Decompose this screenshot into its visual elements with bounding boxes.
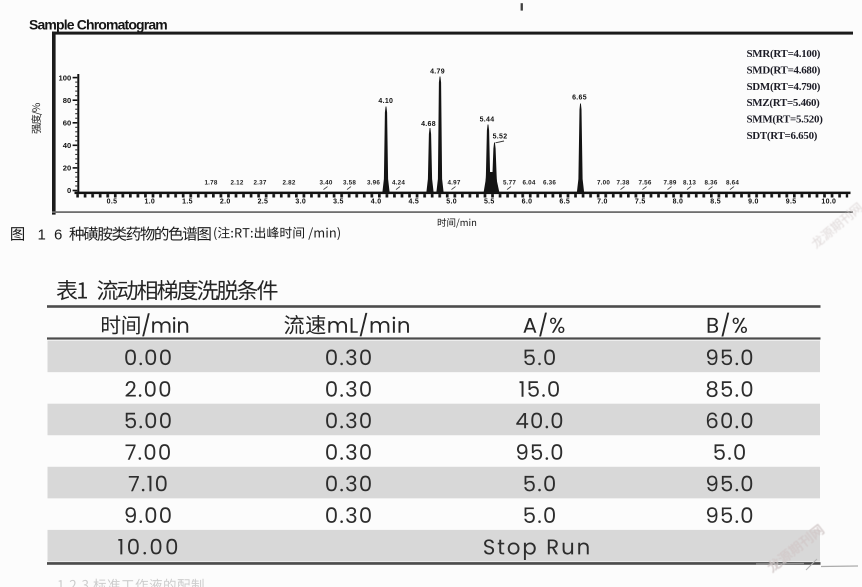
svg-text:6.36: 6.36 bbox=[543, 179, 556, 186]
svg-text:3.96: 3.96 bbox=[367, 179, 380, 186]
svg-text:9.5: 9.5 bbox=[786, 199, 797, 206]
svg-text:7.56: 7.56 bbox=[638, 179, 651, 186]
svg-text:2.37: 2.37 bbox=[253, 179, 266, 186]
svg-text:3.58: 3.58 bbox=[343, 179, 356, 186]
svg-text:1.78: 1.78 bbox=[204, 179, 217, 186]
svg-text:2.5: 2.5 bbox=[258, 199, 269, 206]
svg-text:0: 0 bbox=[67, 186, 71, 195]
svg-text:4.24: 4.24 bbox=[392, 179, 405, 186]
svg-text:4.5: 4.5 bbox=[408, 199, 419, 206]
svg-text:5.0: 5.0 bbox=[446, 199, 457, 206]
svg-text:SMM(RT=5.520): SMM(RT=5.520) bbox=[747, 114, 824, 126]
svg-text:5.52: 5.52 bbox=[493, 134, 508, 141]
svg-text:4.10: 4.10 bbox=[378, 98, 393, 105]
svg-text:4.97: 4.97 bbox=[447, 179, 460, 186]
svg-text:SDM(RT=4.790): SDM(RT=4.790) bbox=[747, 81, 821, 93]
svg-text:8.36: 8.36 bbox=[704, 179, 717, 186]
svg-text:60: 60 bbox=[63, 119, 71, 128]
svg-text:4.68: 4.68 bbox=[421, 121, 436, 128]
svg-text:40: 40 bbox=[63, 141, 71, 150]
svg-text:6: 6 bbox=[54, 227, 62, 244]
svg-text:8.13: 8.13 bbox=[683, 179, 696, 186]
svg-text:3.40: 3.40 bbox=[319, 179, 332, 186]
svg-text:SMZ(RT=5.460): SMZ(RT=5.460) bbox=[747, 97, 821, 109]
svg-text:1.5: 1.5 bbox=[182, 199, 193, 206]
svg-text:SMD(RT=4.680): SMD(RT=4.680) bbox=[747, 65, 821, 77]
svg-text:3.5: 3.5 bbox=[333, 199, 344, 206]
svg-text:6.0: 6.0 bbox=[522, 199, 533, 206]
svg-text:7.89: 7.89 bbox=[663, 179, 676, 186]
svg-text:2.12: 2.12 bbox=[230, 179, 243, 186]
svg-text:7.00: 7.00 bbox=[597, 179, 610, 186]
svg-text:3.0: 3.0 bbox=[295, 199, 306, 206]
svg-text:6.5: 6.5 bbox=[559, 199, 570, 206]
svg-text:SDT(RT=6.650): SDT(RT=6.650) bbox=[747, 130, 818, 142]
svg-text:6.65: 6.65 bbox=[572, 95, 587, 102]
svg-text:5.5: 5.5 bbox=[484, 199, 495, 206]
svg-text:10.0: 10.0 bbox=[821, 199, 836, 206]
svg-text:80: 80 bbox=[63, 96, 71, 105]
svg-text:8.0: 8.0 bbox=[673, 199, 684, 206]
svg-text:1: 1 bbox=[38, 227, 46, 244]
svg-text:SMR(RT=4.100): SMR(RT=4.100) bbox=[747, 48, 821, 60]
svg-text:2.82: 2.82 bbox=[282, 179, 295, 186]
svg-text:6.04: 6.04 bbox=[522, 179, 535, 186]
svg-text:5.44: 5.44 bbox=[480, 117, 495, 124]
svg-text:100: 100 bbox=[59, 73, 72, 82]
svg-text:1.0: 1.0 bbox=[144, 199, 155, 206]
svg-text:20: 20 bbox=[63, 164, 71, 173]
svg-text:4.79: 4.79 bbox=[430, 69, 445, 76]
svg-text:2.0: 2.0 bbox=[220, 199, 231, 206]
svg-text:8.5: 8.5 bbox=[710, 199, 721, 206]
svg-text:7.5: 7.5 bbox=[635, 199, 646, 206]
svg-text:4.0: 4.0 bbox=[371, 199, 382, 206]
svg-text:5.77: 5.77 bbox=[503, 179, 516, 186]
svg-text:7.0: 7.0 bbox=[597, 199, 608, 206]
svg-text:7.38: 7.38 bbox=[616, 179, 629, 186]
svg-text:0.5: 0.5 bbox=[107, 199, 118, 206]
svg-text:9.0: 9.0 bbox=[748, 199, 759, 206]
svg-text:8.64: 8.64 bbox=[726, 179, 739, 186]
svg-text:Sample Chromatogram: Sample Chromatogram bbox=[29, 17, 167, 33]
